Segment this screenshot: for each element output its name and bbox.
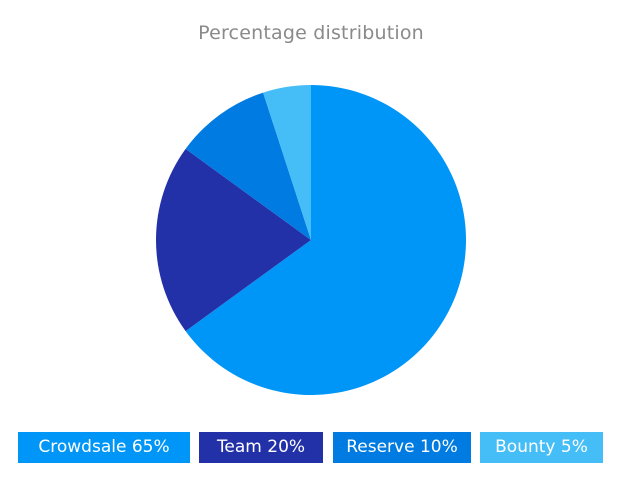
pie-slice-bounty xyxy=(263,85,311,240)
legend-item-team: Team 20% xyxy=(199,432,323,463)
chart-title: Percentage distribution xyxy=(198,22,424,44)
legend-item-crowdsale: Crowdsale 65% xyxy=(18,432,190,463)
pie-slice-team xyxy=(156,148,311,332)
legend-item-bounty: Bounty 5% xyxy=(480,432,603,463)
pie-slice-reserve xyxy=(185,92,311,240)
pie-slice-crowdsale xyxy=(185,85,467,396)
legend-item-reserve: Reserve 10% xyxy=(333,432,471,463)
